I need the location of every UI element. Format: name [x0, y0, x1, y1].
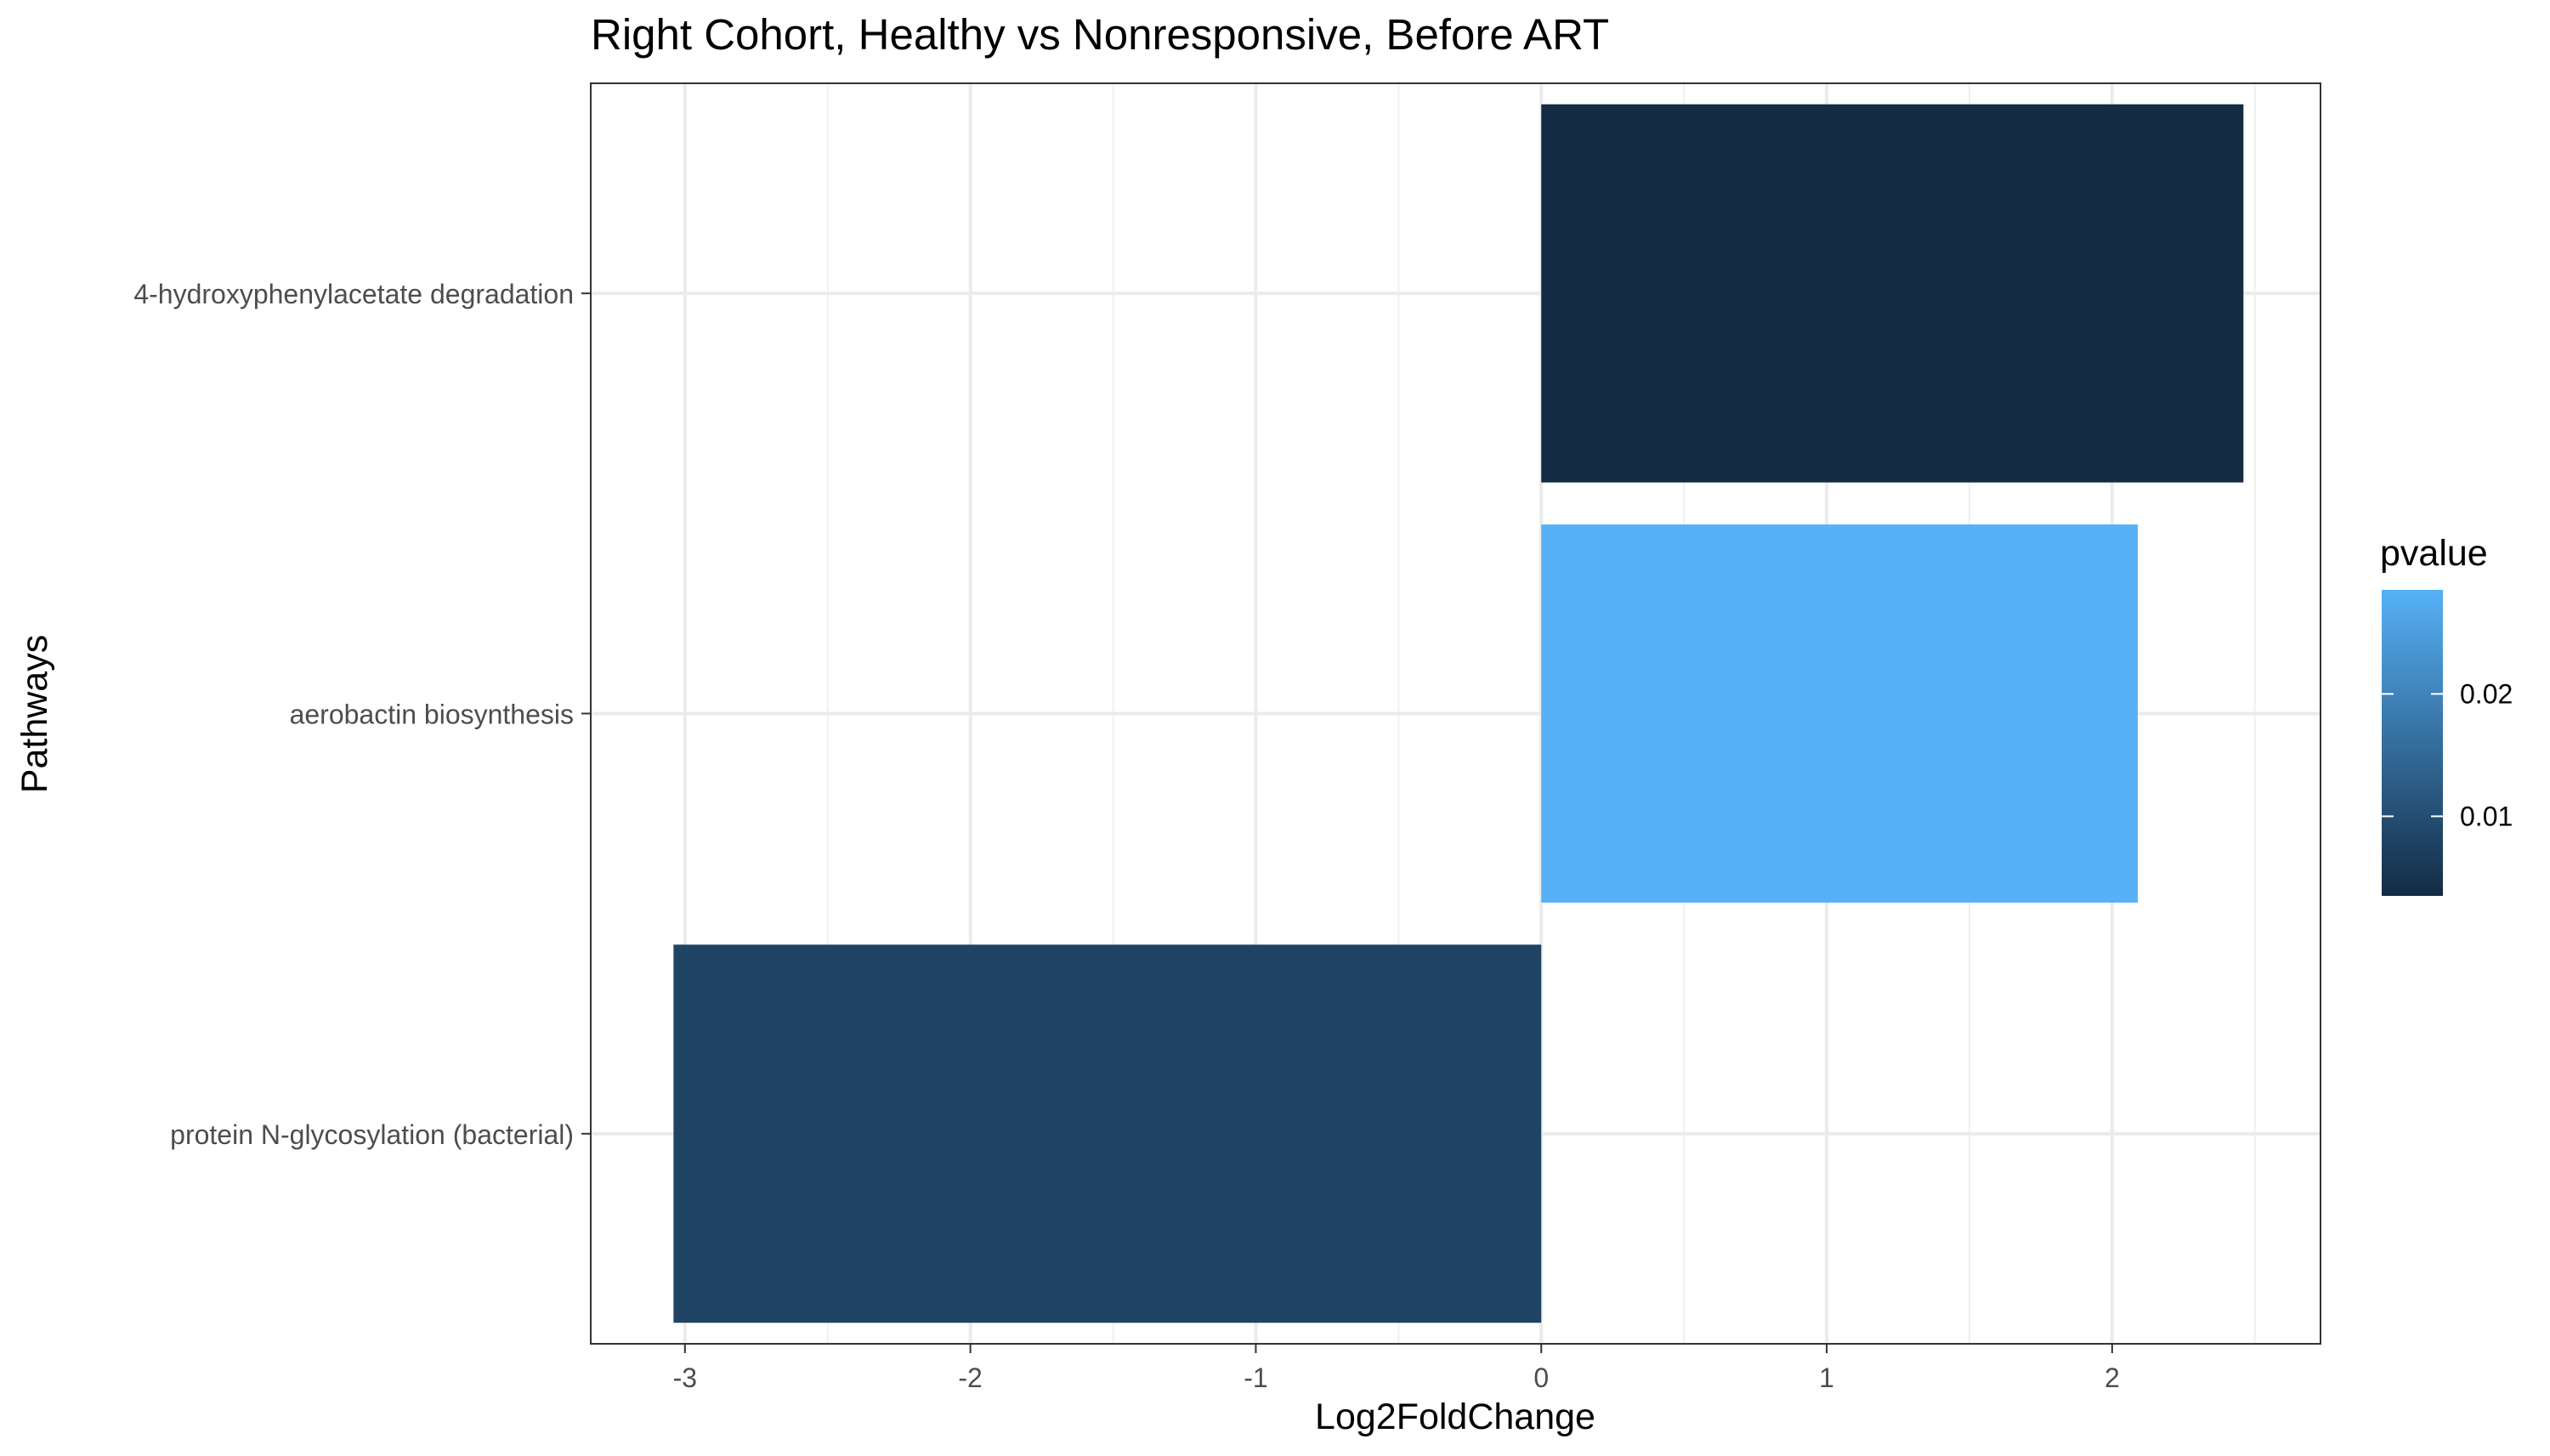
x-tick-label: 0: [1533, 1363, 1549, 1393]
y-tick-label: 4-hydroxyphenylacetate degradation: [133, 279, 574, 309]
x-tick-label: -2: [958, 1363, 982, 1393]
legend-tick-label: 0.01: [2460, 801, 2513, 831]
legend-colorbar: [2382, 590, 2443, 896]
bar: [1541, 104, 2244, 483]
legend: pvalue 0.01 0.02: [2380, 533, 2513, 896]
bar: [1541, 524, 2139, 903]
y-tick-label: protein N-glycosylation (bacterial): [170, 1119, 574, 1150]
y-axis-title: Pathways: [14, 635, 55, 793]
bars: [673, 104, 2244, 1323]
x-tick-label: 1: [1819, 1363, 1834, 1393]
x-tick-label: 2: [2105, 1363, 2120, 1393]
x-axis: -3 -2 -1 0 1 2: [673, 1344, 2120, 1393]
x-tick-label: -3: [673, 1363, 697, 1393]
y-axis: 4-hydroxyphenylacetate degradation aeroba…: [133, 279, 591, 1150]
legend-tick-label: 0.02: [2460, 678, 2513, 709]
bar: [673, 944, 1542, 1323]
x-tick-label: -1: [1244, 1363, 1267, 1393]
x-axis-title: Log2FoldChange: [1315, 1397, 1595, 1437]
chart-title: Right Cohort, Healthy vs Nonresponsive, …: [591, 10, 1609, 59]
legend-title: pvalue: [2380, 533, 2488, 574]
y-tick-label: aerobactin biosynthesis: [290, 700, 574, 730]
